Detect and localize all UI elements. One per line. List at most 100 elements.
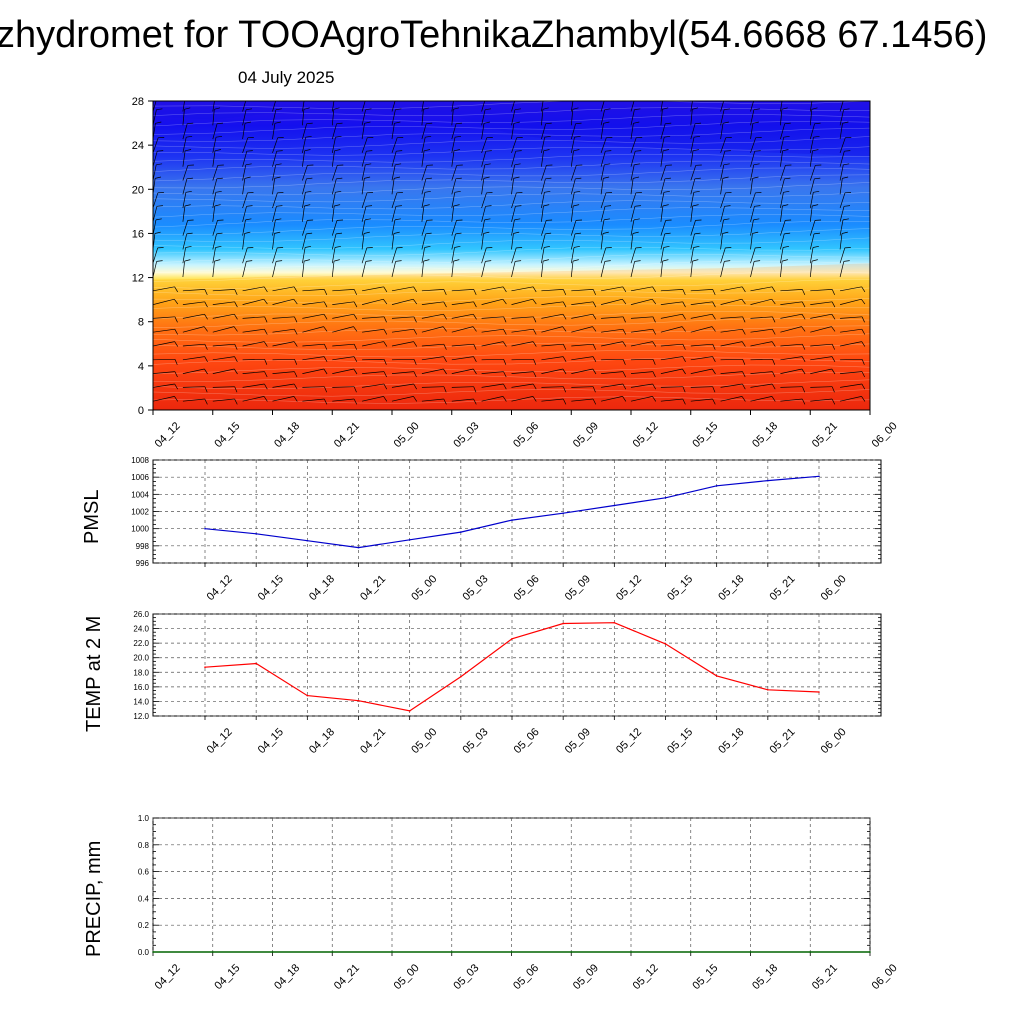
y-tick-label: 8: [138, 317, 144, 329]
wind-barb-feather: [652, 341, 657, 347]
wind-barb-feather: [665, 122, 672, 125]
wind-barb-feather: [861, 286, 866, 293]
wind-barb-feather: [485, 108, 492, 111]
wind-barb-feather: [574, 232, 582, 235]
wind-barb-shaft: [780, 356, 803, 361]
wind-barb-shaft: [391, 206, 397, 222]
wind-barb-shaft: [361, 151, 367, 167]
x-tick-label: 05_15: [690, 962, 720, 992]
wind-barb-shaft: [571, 398, 594, 402]
wind-barb-shaft: [630, 286, 653, 292]
wind-barb-shaft: [302, 123, 308, 140]
wind-barb-feather: [693, 190, 700, 193]
wind-barb-shaft: [451, 343, 474, 347]
wind-barb-shaft: [212, 313, 235, 319]
wind-barb-feather: [184, 107, 191, 110]
y-tick-label: 20.0: [133, 654, 149, 663]
wind-barb-feather: [503, 371, 507, 378]
wind-barb-shaft: [242, 396, 265, 402]
wind-barb-feather: [214, 107, 221, 110]
wind-barb-shaft: [391, 328, 414, 333]
wind-barb-shaft: [809, 109, 813, 126]
x-tick-label: 05_00: [409, 573, 439, 603]
wind-barb-shaft: [601, 358, 624, 361]
wind-barb-feather: [215, 95, 221, 96]
wind-barb-feather: [276, 205, 283, 207]
wind-barb-shaft: [361, 178, 365, 195]
x-tick-label: 04_18: [272, 420, 302, 450]
wind-barb-feather: [185, 245, 192, 248]
wind-barb-shaft: [451, 326, 474, 333]
wind-barb-feather: [277, 96, 283, 97]
wind-barb-shaft: [421, 313, 444, 319]
wind-barb-shaft: [182, 368, 205, 374]
wind-barb-feather: [502, 298, 507, 305]
wind-barb-feather: [634, 205, 641, 207]
wind-barb-feather: [592, 344, 597, 350]
wind-barb-shaft: [869, 400, 870, 402]
wind-barb-shaft: [571, 356, 594, 361]
wind-barb-shaft: [481, 123, 485, 140]
wind-barb-feather: [532, 286, 537, 293]
wind-barb-shaft: [302, 233, 307, 250]
wind-barb-shaft: [302, 192, 306, 209]
temperature-contour: [153, 364, 870, 375]
y-tick-label: 12.0: [133, 712, 149, 721]
data-point: [212, 951, 214, 953]
wind-barb-shaft: [302, 398, 325, 402]
wind-barb-feather: [592, 314, 597, 320]
wind-barb-shaft: [481, 137, 488, 154]
temperature-plot: 12.0 14.0 16.0 18.0 20.0 22.0 24.0 26.0 04_12 04_…: [133, 610, 882, 756]
wind-barb-shaft: [690, 150, 694, 167]
wind-barb-feather: [532, 341, 537, 347]
wind-barb-feather: [454, 135, 462, 138]
wind-barb-shaft: [839, 164, 844, 181]
wind-barb-feather: [725, 96, 731, 97]
wind-barb-shaft: [630, 371, 653, 374]
wind-barb-feather: [603, 121, 610, 124]
wind-barb-shaft: [242, 371, 265, 374]
temperature-contour: [153, 246, 870, 256]
wind-barb-shaft: [750, 247, 756, 264]
wind-barb-feather: [752, 176, 759, 179]
temperature-contour: [153, 167, 870, 182]
wind-barb-shaft: [391, 371, 414, 374]
wind-barb-feather: [383, 359, 387, 365]
wind-barb-shaft: [481, 151, 487, 167]
wind-barb-feather: [443, 386, 447, 393]
wind-barb-feather: [562, 344, 567, 350]
wind-barb-feather: [365, 163, 372, 166]
wind-barb-feather: [622, 383, 627, 390]
temperature-contour: [153, 342, 870, 350]
wind-barb-shaft: [242, 247, 248, 264]
wind-barb-shaft: [182, 109, 185, 126]
wind-barb-shaft: [421, 386, 444, 388]
wind-barb-shaft: [780, 261, 783, 278]
wind-barb-shaft: [660, 205, 664, 222]
wind-barb-shaft: [780, 289, 803, 292]
wind-barb-feather: [443, 314, 447, 320]
wind-barb-shaft: [421, 261, 424, 278]
wind-barb-shaft: [421, 247, 425, 264]
wind-barb-feather: [622, 316, 626, 323]
wind-barb-feather: [873, 109, 879, 110]
wind-barb-shaft: [511, 316, 534, 319]
wind-barb-shaft: [750, 178, 753, 195]
wind-barb-feather: [215, 245, 222, 248]
wind-barb-feather: [782, 259, 788, 262]
wind-barb-feather: [333, 259, 340, 262]
wind-barb-shaft: [601, 298, 623, 305]
wind-barb-shaft: [780, 247, 784, 264]
x-tick-label: 05_18: [750, 420, 780, 450]
wind-barb-feather: [652, 316, 656, 323]
wind-barb-shaft: [182, 123, 188, 140]
wind-barb-feather: [204, 289, 208, 296]
temperature-contour: [153, 318, 870, 329]
temperature-contour: [153, 271, 870, 282]
wind-barb-feather: [174, 298, 179, 305]
x-tick-label: 04_18: [307, 573, 337, 603]
data-point: [152, 951, 154, 953]
wind-barb-feather: [813, 95, 819, 96]
wind-barb-shaft: [451, 356, 474, 361]
wind-barb-shaft: [182, 289, 205, 292]
